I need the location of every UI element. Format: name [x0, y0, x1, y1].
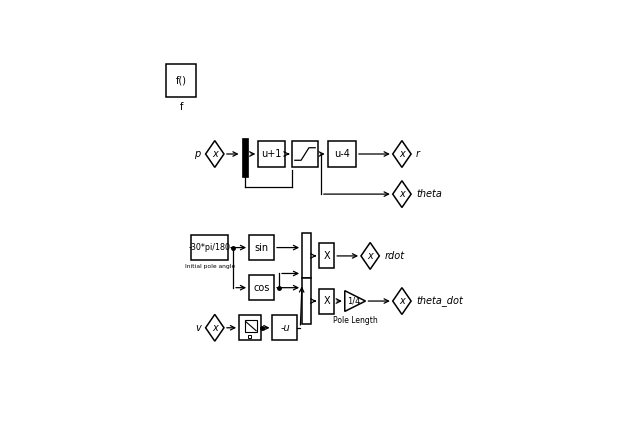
- Bar: [327, 141, 356, 168]
- Text: cos: cos: [254, 283, 269, 293]
- Text: x: x: [399, 296, 405, 306]
- Bar: [167, 64, 196, 97]
- Text: 1/4: 1/4: [347, 296, 360, 306]
- Polygon shape: [361, 243, 379, 269]
- Bar: [293, 141, 317, 167]
- Text: Initial pole angle: Initial pole angle: [185, 264, 235, 270]
- Text: x: x: [367, 251, 373, 261]
- Bar: [302, 233, 311, 279]
- Bar: [242, 138, 248, 177]
- Bar: [319, 243, 334, 269]
- Text: r: r: [416, 149, 420, 159]
- Bar: [302, 279, 311, 324]
- Text: x: x: [212, 323, 218, 333]
- Bar: [191, 235, 228, 260]
- Text: rdot: rdot: [384, 251, 404, 261]
- Bar: [245, 320, 257, 332]
- Bar: [249, 235, 274, 260]
- Polygon shape: [206, 141, 224, 168]
- Polygon shape: [392, 141, 411, 168]
- Text: X: X: [324, 296, 330, 306]
- Bar: [239, 315, 261, 340]
- Text: v: v: [195, 323, 201, 333]
- Text: sin: sin: [254, 243, 269, 253]
- Text: x: x: [399, 149, 405, 159]
- Text: p: p: [194, 149, 201, 159]
- Text: -u: -u: [280, 323, 290, 333]
- Text: Pole Length: Pole Length: [333, 316, 377, 325]
- Text: X: X: [324, 251, 330, 261]
- Bar: [258, 141, 285, 167]
- Text: theta_dot: theta_dot: [416, 296, 463, 306]
- Bar: [319, 289, 334, 314]
- Polygon shape: [392, 181, 411, 207]
- Text: f(): f(): [176, 76, 187, 85]
- Text: -30*pi/180: -30*pi/180: [189, 243, 231, 252]
- Text: u+1: u+1: [261, 149, 282, 159]
- Text: theta: theta: [416, 189, 442, 199]
- Polygon shape: [392, 288, 411, 314]
- Text: x: x: [399, 189, 405, 199]
- Bar: [273, 315, 297, 340]
- Text: u-4: u-4: [334, 149, 350, 159]
- Text: f: f: [180, 102, 183, 112]
- Polygon shape: [206, 314, 224, 341]
- Polygon shape: [345, 291, 365, 312]
- Bar: [249, 335, 251, 338]
- Bar: [249, 275, 274, 300]
- Text: x: x: [212, 149, 218, 159]
